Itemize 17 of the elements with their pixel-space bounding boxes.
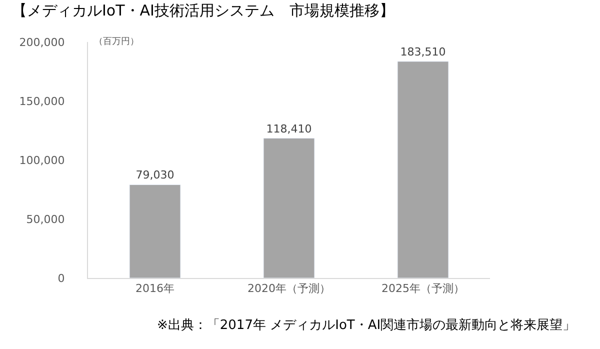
- bar: [397, 61, 449, 278]
- chart-title: 【メディカルIoT・AI技術活用システム 市場規模推移】: [12, 2, 394, 20]
- bar: [129, 184, 181, 278]
- bar: [263, 138, 315, 278]
- y-tick-label: 50,000: [26, 212, 65, 226]
- data-label: 183,510: [400, 45, 446, 58]
- y-tick-label: 200,000: [19, 36, 65, 49]
- data-label: 79,030: [136, 168, 174, 182]
- data-label: 118,410: [266, 122, 312, 136]
- x-tick-label: 2020年（予測）: [248, 282, 330, 296]
- y-tick-label: 100,000: [19, 154, 65, 167]
- y-axis-title: （百万円）: [94, 37, 139, 47]
- y-tick-label: 0: [58, 272, 65, 285]
- x-tick-label: 2025年（予測）: [382, 282, 464, 296]
- x-tick-label: 2016年: [136, 282, 174, 296]
- y-tick-label: 150,000: [19, 94, 65, 108]
- text: ※出典：「2017年 メディカルIoT・AI関連市場の最新動向と将来展望」: [157, 318, 576, 333]
